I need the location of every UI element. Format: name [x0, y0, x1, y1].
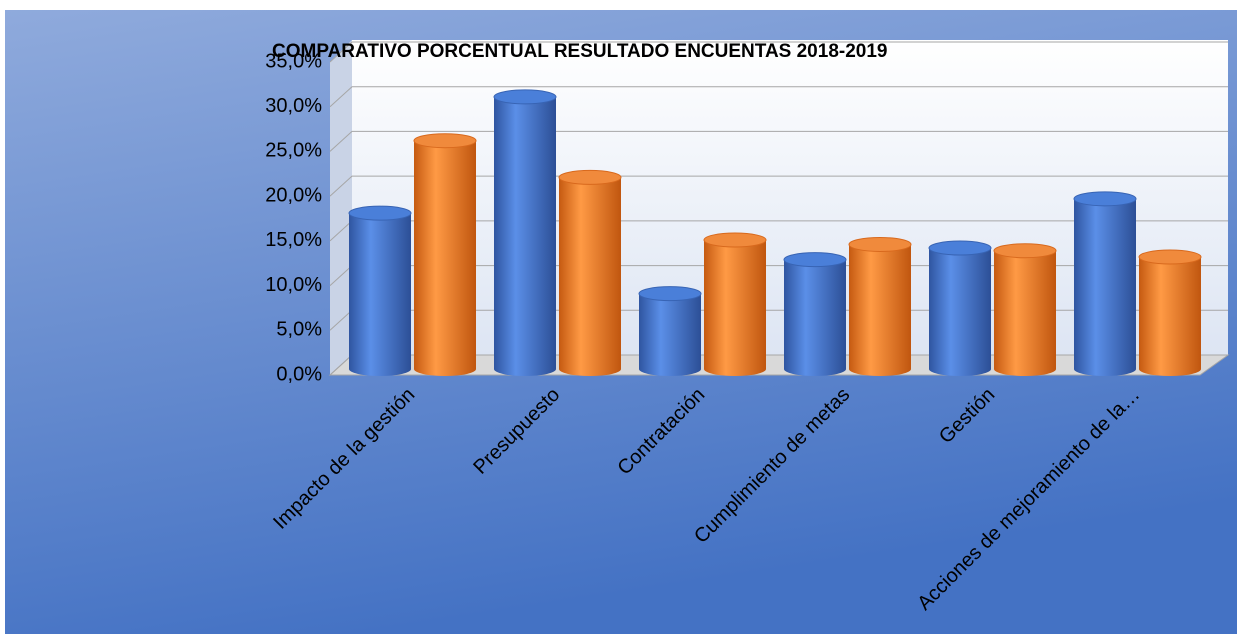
bar [928, 240, 992, 376]
y-tick-label: 5,0% [276, 319, 322, 341]
bar-body [849, 244, 911, 369]
bar [1073, 191, 1137, 376]
bar-body [559, 177, 621, 369]
bar-top [993, 243, 1057, 259]
bar-body [639, 293, 701, 369]
bar-body [494, 96, 556, 369]
side-wall [330, 40, 352, 375]
bar-body [704, 240, 766, 369]
bar-top [928, 240, 992, 256]
bar [638, 286, 702, 376]
bar-body [929, 248, 991, 369]
bar-top [348, 205, 412, 221]
bar-top [413, 133, 477, 149]
bar-body [349, 213, 411, 369]
bar-top [783, 252, 847, 268]
y-tick-label: 15,0% [265, 229, 322, 251]
bar [413, 133, 477, 376]
y-tick-label: 30,0% [265, 95, 322, 117]
bar [493, 89, 557, 376]
bar-body [784, 259, 846, 369]
y-tick-label: 25,0% [265, 140, 322, 162]
grid-line [329, 41, 1228, 63]
bar [348, 205, 412, 376]
grid-line [329, 86, 1228, 108]
bar [993, 243, 1057, 376]
bar [848, 236, 912, 376]
bar [703, 232, 767, 376]
grid-line [329, 175, 1228, 197]
bar-top [493, 89, 557, 105]
bar-top [703, 232, 767, 248]
bar-top [1073, 191, 1137, 207]
bar [1138, 249, 1202, 376]
y-tick-label: 35,0% [265, 50, 322, 72]
y-tick-label: 20,0% [265, 184, 322, 206]
chart-title: COMPARATIVO PORCENTUAL RESULTADO ENCUENT… [272, 41, 887, 62]
bar-top [558, 169, 622, 185]
bar [558, 169, 622, 376]
bar-body [1139, 257, 1201, 369]
y-tick-label: 10,0% [265, 274, 322, 296]
bar-top [848, 236, 912, 252]
grid-line [329, 130, 1228, 152]
bar-body [1074, 198, 1136, 369]
bar-body [994, 250, 1056, 369]
bar [783, 252, 847, 376]
bar-top [638, 286, 702, 302]
y-tick-label: 0,0% [276, 363, 322, 385]
bar-top [1138, 249, 1202, 265]
bar-body [414, 140, 476, 369]
